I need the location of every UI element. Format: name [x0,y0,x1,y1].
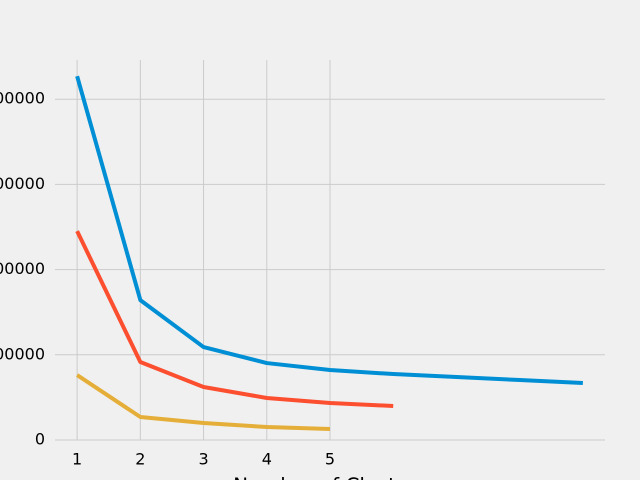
x-tick-label: 1 [72,450,82,469]
line [76,373,331,432]
x-tick-label: 5 [325,450,335,469]
line [75,75,583,385]
x-tick-label: 3 [198,450,208,469]
y-tick-label: 200000 [0,259,45,278]
x-axis-label: Number of Clusters [233,474,427,480]
x-tick-label: 4 [262,450,272,469]
y-tick-label: 100000 [0,344,45,363]
line [75,230,394,409]
y-tick-label: 300000 [0,174,45,193]
x-tick-label: 2 [135,450,145,469]
y-tick-label: 0 [35,430,45,449]
y-tick-label: 400000 [0,89,45,108]
